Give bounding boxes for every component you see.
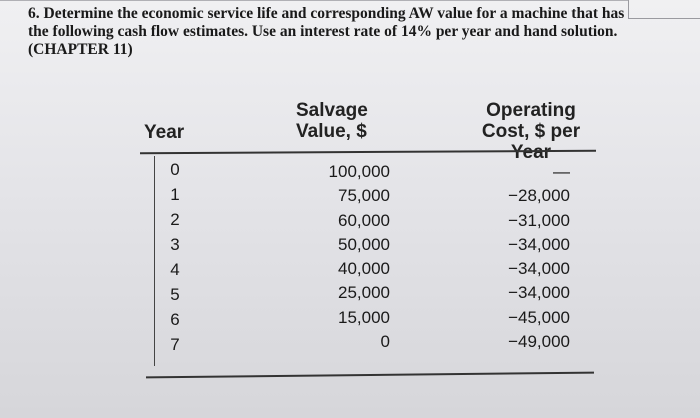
year-cell: 0 [170, 160, 180, 179]
salvage-cell: 50,000 [338, 234, 390, 254]
operating-cell: −31,000 [508, 210, 570, 230]
salvage-column: 100,000 75,000 60,000 50,000 40,000 25,0… [290, 160, 390, 354]
top-rule [0, 0, 628, 1]
operating-cell: −45,000 [508, 307, 570, 327]
year-cell: 4 [170, 260, 180, 279]
header-salvage-line1: Salvage [296, 100, 368, 121]
operating-cell: −28,000 [508, 186, 570, 206]
question-text: 6. Determine the economic service life a… [28, 5, 625, 58]
salvage-cell: 0 [380, 332, 390, 352]
year-cell: 3 [170, 235, 180, 254]
year-cell: 7 [170, 335, 180, 354]
header-operating-cost: Operating Cost, $ per Year [466, 100, 596, 163]
header-salvage-line2: Value, $ [296, 121, 367, 142]
year-column-rule [154, 156, 155, 366]
operating-cell: −49,000 [508, 332, 570, 352]
year-cell: 5 [170, 285, 180, 304]
salvage-cell: 25,000 [338, 283, 390, 303]
salvage-cell: 15,000 [338, 307, 390, 327]
year-cell: 2 [170, 210, 180, 229]
year-cell: 6 [170, 310, 180, 329]
operating-cell: −34,000 [508, 283, 570, 303]
header-operating-line2: Cost, $ per Year [481, 121, 581, 163]
operating-cell: −34,000 [508, 234, 570, 254]
operating-cost-column: — −28,000 −31,000 −34,000 −34,000 −34,00… [480, 160, 570, 354]
header-year: Year [144, 122, 185, 143]
salvage-cell: 100,000 [328, 162, 390, 181]
table-bottom-rule [146, 371, 594, 379]
header-salvage-value: Salvage Value, $ [296, 100, 368, 142]
operating-cell: — [553, 162, 570, 181]
operating-cell: −34,000 [508, 259, 570, 279]
year-column: 0 1 2 3 4 5 6 7 [168, 157, 182, 357]
salvage-cell: 75,000 [338, 186, 390, 206]
corner-box [628, 0, 700, 19]
salvage-cell: 60,000 [338, 210, 390, 230]
year-cell: 1 [170, 185, 180, 204]
salvage-cell: 40,000 [338, 259, 390, 279]
header-operating-line1: Operating [486, 100, 576, 121]
